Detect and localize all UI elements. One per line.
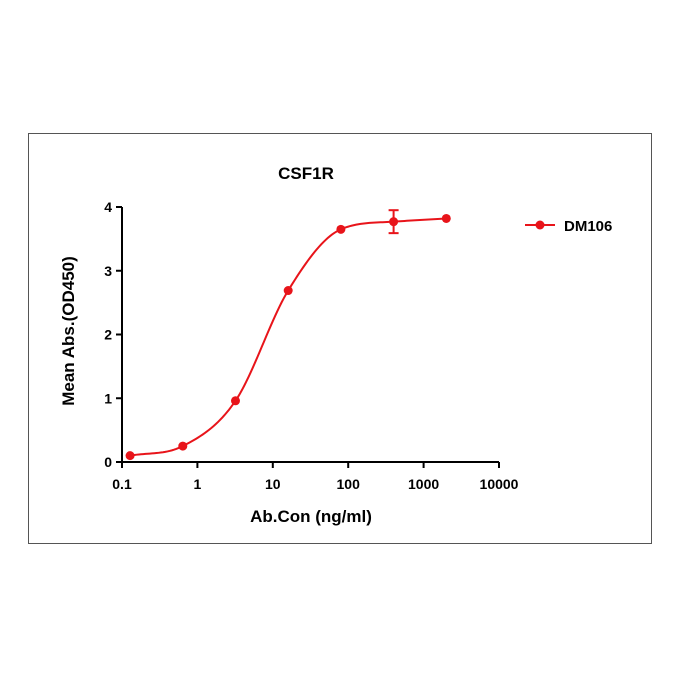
legend: DM106	[525, 218, 612, 235]
chart-title: CSF1R	[278, 164, 334, 183]
x-tick-label: 1000	[408, 476, 439, 492]
y-tick-label: 0	[104, 454, 112, 470]
x-tick-label: 10	[265, 476, 281, 492]
legend-marker	[535, 220, 545, 230]
y-tick-label: 3	[104, 263, 112, 279]
dose-response-chart: CSF1R Ab.Con (ng/ml) Mean Abs.(OD450) 0 1…	[59, 164, 612, 526]
y-tick-label: 4	[104, 199, 112, 215]
data-points-layer	[125, 209, 451, 461]
x-tick-label: 10000	[480, 476, 519, 492]
data-point	[283, 286, 293, 296]
x-tick-label: 1	[194, 476, 202, 492]
x-tick-label: 100	[337, 476, 361, 492]
x-axis-label: Ab.Con (ng/ml)	[250, 507, 372, 526]
axes: 0 1 2 3 4 0.1 1 10 100 1000 10000	[104, 199, 518, 492]
figure-frame: CSF1R Ab.Con (ng/ml) Mean Abs.(OD450) 0 1…	[28, 133, 652, 544]
legend-label: DM106	[564, 218, 612, 235]
y-axis-label: Mean Abs.(OD450)	[59, 256, 78, 406]
data-point	[336, 224, 346, 234]
data-point	[441, 213, 451, 223]
x-tick-label: 0.1	[112, 476, 132, 492]
data-point	[178, 441, 188, 451]
y-tick-label: 1	[104, 390, 112, 406]
y-tick-label: 2	[104, 327, 112, 343]
data-point	[389, 217, 399, 227]
fit-curve-layer	[129, 217, 447, 457]
fit-curve	[129, 217, 447, 457]
data-point	[125, 451, 135, 461]
data-point	[230, 396, 240, 406]
